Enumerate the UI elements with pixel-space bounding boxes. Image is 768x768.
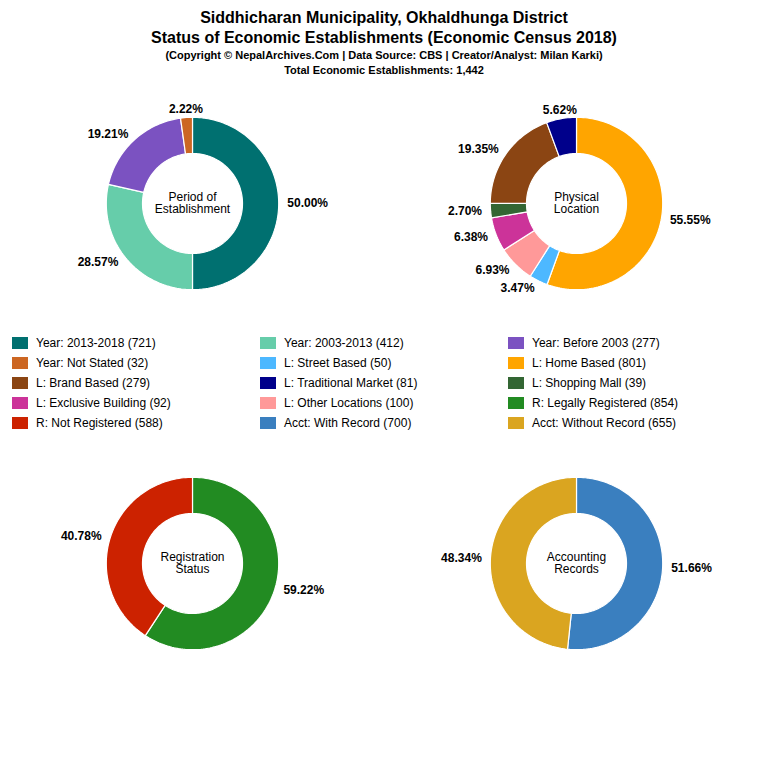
html-text:Siddhicharan Municipality, Okh: Siddhicharan Municipality, Okhaldhunga D…: [200, 9, 568, 26]
html-text:Year: 2003-2013 (412): Year: 2003-2013 (412): [284, 336, 404, 350]
html-text:L: Home Based (801): L: Home Based (801): [532, 356, 647, 370]
svg-text:6.38%: 6.38%: [454, 230, 488, 244]
html-text:L: Traditional Market (81): L: Traditional Market (81): [284, 376, 418, 390]
html-text:Acct: With Record (700): Acct: With Record (700): [284, 416, 412, 430]
html-text:Total Economic Establishments:: Total Economic Establishments: 1,442: [284, 64, 484, 76]
html-text:R: Legally Registered (854): R: Legally Registered (854): [532, 396, 679, 410]
svg-text:19.35%: 19.35%: [458, 142, 499, 156]
html-text:Status of Economic Establishme: Status of Economic Establishments (Econo…: [151, 29, 617, 46]
html-text:L: Street Based (50): L: Street Based (50): [284, 356, 392, 370]
svg-text:19.21%: 19.21%: [88, 127, 129, 141]
html-text:L: Exclusive Building (92): L: Exclusive Building (92): [36, 396, 171, 410]
svg-text:50.00%: 50.00%: [287, 196, 328, 210]
html-text:L: Other Locations (100): L: Other Locations (100): [284, 396, 414, 410]
html-text:Year: 2013-2018 (721): Year: 2013-2018 (721): [36, 336, 156, 350]
svg-text:59.22%: 59.22%: [283, 583, 324, 597]
html-text:Year: Before 2003 (277): Year: Before 2003 (277): [532, 336, 660, 350]
html-text:R: Not Registered (588): R: Not Registered (588): [36, 416, 163, 430]
svg-text:51.66%: 51.66%: [671, 561, 712, 575]
svg-text:48.34%: 48.34%: [441, 551, 482, 565]
svg-text:3.47%: 3.47%: [501, 281, 535, 295]
html-text:L: Shopping Mall (39): L: Shopping Mall (39): [532, 376, 647, 390]
svg-text:6.93%: 6.93%: [475, 263, 509, 277]
svg-text:PhysicalLocation: PhysicalLocation: [554, 190, 599, 216]
svg-text:2.70%: 2.70%: [448, 204, 482, 218]
svg-text:2.22%: 2.22%: [169, 102, 203, 116]
svg-text:28.57%: 28.57%: [78, 255, 119, 269]
html-text:Acct: Without Record (655): Acct: Without Record (655): [532, 416, 677, 430]
html-text:Year: Not Stated (32): Year: Not Stated (32): [36, 356, 149, 370]
svg-text:AccountingRecords: AccountingRecords: [547, 550, 606, 576]
svg-text:RegistrationStatus: RegistrationStatus: [160, 550, 224, 576]
svg-text:Period ofEstablishment: Period ofEstablishment: [155, 190, 231, 216]
html-text:(Copyright © NepalArchives.Com: (Copyright © NepalArchives.Com | Data So…: [165, 49, 603, 61]
svg-text:40.78%: 40.78%: [61, 529, 102, 543]
html-text:L: Brand Based (279): L: Brand Based (279): [36, 376, 151, 390]
svg-text:55.55%: 55.55%: [670, 213, 711, 227]
svg-text:5.62%: 5.62%: [543, 103, 577, 117]
